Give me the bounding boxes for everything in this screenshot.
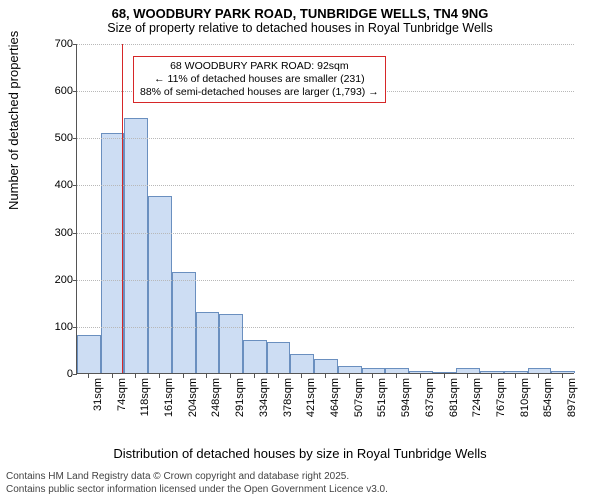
x-tick-mark [325,374,326,378]
x-tick-mark [491,374,492,378]
x-tick-label: 767sqm [495,378,507,417]
x-tick-mark [254,374,255,378]
plot-area: 010020030040050060070068 WOODBURY PARK R… [76,44,574,374]
x-tick-label: 31sqm [92,378,104,411]
bar [290,354,314,373]
x-tick-mark [88,374,89,378]
x-tick-mark [467,374,468,378]
x-tick-label: 161sqm [163,378,175,417]
x-tick-label: 594sqm [400,378,412,417]
footer-attribution: Contains HM Land Registry data © Crown c… [6,471,388,496]
bar [267,342,291,373]
bar [243,340,267,373]
x-tick-mark [444,374,445,378]
footer-line2: Contains public sector information licen… [6,484,388,497]
x-tick-label: 464sqm [329,378,341,417]
y-tick-mark [73,185,77,186]
x-tick-mark [112,374,113,378]
x-tick-label: 74sqm [116,378,128,411]
x-tick-mark [230,374,231,378]
y-tick-mark [73,327,77,328]
page-title-line1: 68, WOODBURY PARK ROAD, TUNBRIDGE WELLS,… [0,6,600,21]
bar [101,133,125,373]
grid-line [77,280,574,281]
x-tick-label: 810sqm [519,378,531,417]
grid-line [77,138,574,139]
bar [362,368,386,373]
bar [148,196,172,373]
x-tick-mark [135,374,136,378]
bar [480,371,504,373]
bar [314,359,338,373]
y-tick-mark [73,44,77,45]
bar [219,314,243,373]
bar [551,371,575,373]
x-tick-label: 724sqm [471,378,483,417]
x-tick-label: 551sqm [376,378,388,417]
y-tick-mark [73,138,77,139]
x-tick-mark [349,374,350,378]
bar [409,371,433,373]
y-tick-label: 200 [47,274,73,286]
x-tick-label: 681sqm [448,378,460,417]
x-tick-label: 118sqm [139,378,151,416]
y-tick-label: 400 [47,179,73,191]
bar [172,272,196,373]
x-tick-mark [372,374,373,378]
y-tick-label: 0 [47,368,73,380]
grid-line [77,44,574,45]
chart-container: 010020030040050060070068 WOODBURY PARK R… [46,44,574,414]
bar [77,335,101,373]
x-tick-label: 334sqm [258,378,270,417]
y-tick-mark [73,91,77,92]
page-title-line2: Size of property relative to detached ho… [0,21,600,35]
x-tick-mark [420,374,421,378]
y-tick-label: 500 [47,132,73,144]
y-axis-label: Number of detached properties [6,31,21,210]
x-tick-mark [301,374,302,378]
y-tick-label: 100 [47,321,73,333]
reference-line [122,44,123,373]
x-tick-label: 854sqm [542,378,554,417]
bar [196,312,220,373]
x-ticks-layer: 31sqm 74sqm 118sqm 161sqm 204sqm 248sqm 291sqm… [76,374,574,418]
grid-line [77,233,574,234]
x-axis-label: Distribution of detached houses by size … [0,446,600,461]
annotation-box: 68 WOODBURY PARK ROAD: 92sqm← 11% of det… [133,56,386,103]
x-tick-label: 248sqm [210,378,222,417]
grid-line [77,327,574,328]
y-tick-label: 300 [47,227,73,239]
x-tick-label: 637sqm [424,378,436,417]
x-tick-mark [396,374,397,378]
y-tick-label: 600 [47,85,73,97]
x-tick-mark [183,374,184,378]
y-tick-label: 700 [47,38,73,50]
bar [385,368,409,373]
bar [504,371,528,373]
x-tick-mark [206,374,207,378]
annotation-line: ← 11% of detached houses are smaller (23… [140,73,379,86]
x-tick-label: 378sqm [282,378,294,417]
x-tick-label: 897sqm [566,378,578,417]
footer-line1: Contains HM Land Registry data © Crown c… [6,471,388,484]
x-tick-mark [538,374,539,378]
bar [456,368,480,373]
y-tick-mark [73,233,77,234]
x-tick-mark [515,374,516,378]
x-tick-label: 204sqm [187,378,199,417]
x-tick-label: 507sqm [353,378,365,417]
bar [338,366,362,373]
annotation-line: 68 WOODBURY PARK ROAD: 92sqm [140,60,379,73]
x-tick-label: 421sqm [305,378,317,417]
x-tick-mark [562,374,563,378]
x-tick-mark [278,374,279,378]
grid-line [77,185,574,186]
bar [528,368,552,373]
x-tick-label: 291sqm [234,378,246,417]
y-tick-mark [73,280,77,281]
annotation-line: 88% of semi-detached houses are larger (… [140,86,379,99]
x-tick-mark [159,374,160,378]
bar [124,118,148,373]
bar [433,372,457,373]
